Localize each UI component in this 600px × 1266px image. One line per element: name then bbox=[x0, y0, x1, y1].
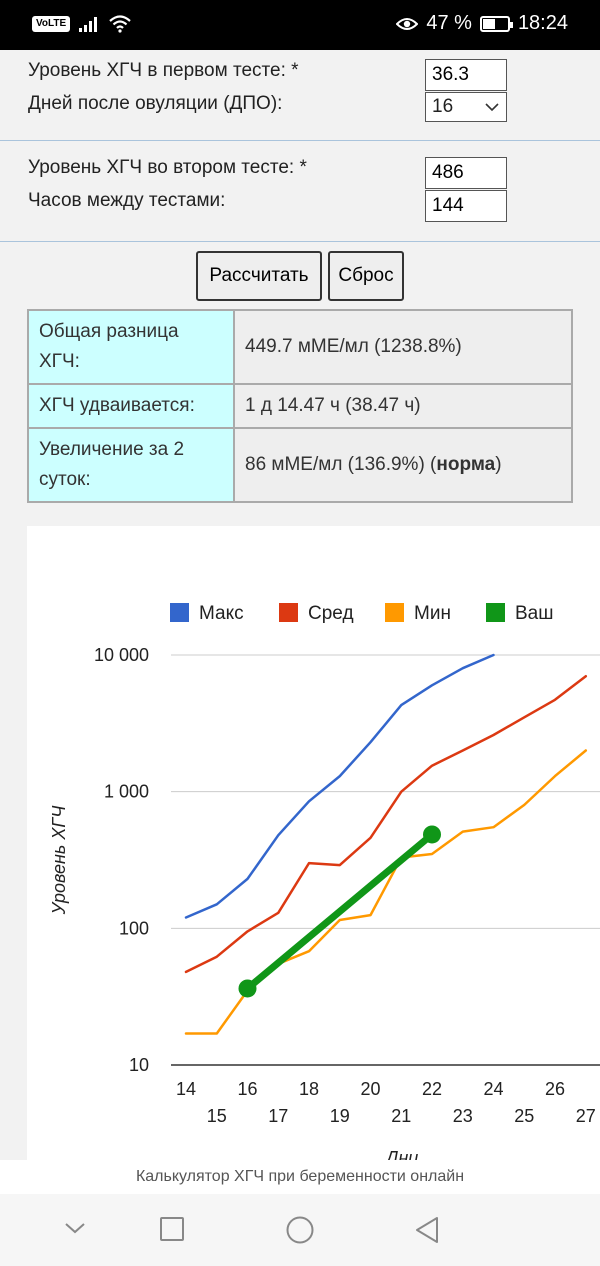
x-tick-label: 14 bbox=[176, 1079, 196, 1099]
series-point-Ваш bbox=[423, 825, 441, 844]
dpo-select-value: 16 bbox=[432, 96, 454, 117]
first-test-input[interactable] bbox=[425, 59, 507, 91]
battery-level bbox=[482, 18, 496, 29]
square-icon[interactable] bbox=[159, 1216, 185, 1242]
wifi-icon bbox=[109, 15, 131, 33]
status-left: VoLTE bbox=[32, 14, 132, 34]
dpo-label: Дней после овуляции (ДПО): bbox=[28, 93, 283, 114]
dpo-select[interactable]: 16 bbox=[425, 92, 507, 122]
result-value-tail: ) bbox=[495, 454, 502, 475]
table-row: ХГЧ удваивается: 1 д 14.47 ч (38.47 ч) bbox=[27, 383, 573, 429]
eye-icon bbox=[396, 17, 419, 30]
result-value: 86 мМЕ/мл (136.9%) (норма) bbox=[233, 427, 573, 503]
x-tick-label: 16 bbox=[237, 1079, 257, 1099]
legend-swatch bbox=[385, 603, 404, 622]
y-tick-label: 100 bbox=[119, 918, 149, 938]
legend-label: Сред bbox=[308, 603, 354, 624]
volte-icon: VoLTE bbox=[32, 16, 71, 32]
x-tick-label: 22 bbox=[422, 1079, 442, 1099]
signal-icon bbox=[79, 17, 98, 32]
legend-swatch bbox=[486, 603, 505, 622]
first-test-block: Уровень ХГЧ в первом тесте: * Дней после… bbox=[0, 50, 600, 141]
battery-icon bbox=[479, 15, 513, 32]
reset-button[interactable]: Сброс bbox=[328, 251, 404, 301]
x-tick-label: 19 bbox=[330, 1106, 350, 1126]
x-tick-label: 26 bbox=[545, 1079, 565, 1099]
calculate-button[interactable]: Рассчитать bbox=[196, 251, 322, 301]
x-tick-label: 15 bbox=[207, 1106, 227, 1126]
x-tick-label: 24 bbox=[483, 1079, 503, 1099]
second-test-input[interactable] bbox=[425, 157, 507, 189]
chevron-down-icon[interactable] bbox=[63, 1220, 87, 1236]
table-row: Увеличение за 2 суток: 86 мМЕ/мл (136.9%… bbox=[27, 427, 573, 503]
y-tick-label: 10 000 bbox=[94, 645, 149, 665]
hcg-chart: 10 100 1 000 10 000 14 15 16 17 18 19 20 21 22 23 24 25… bbox=[27, 526, 600, 1168]
x-tick-label: 20 bbox=[360, 1079, 380, 1099]
result-value: 1 д 14.47 ч (38.47 ч) bbox=[233, 383, 573, 429]
android-nav-bar bbox=[0, 1194, 600, 1266]
x-tick-label: 23 bbox=[453, 1106, 473, 1126]
series-line-Макс bbox=[184, 653, 495, 919]
legend-swatch bbox=[170, 603, 189, 622]
result-key: ХГЧ удваивается: bbox=[27, 383, 235, 429]
first-test-label: Уровень ХГЧ в первом тесте: * bbox=[28, 60, 299, 81]
legend-swatch bbox=[279, 603, 298, 622]
status-bar: VoLTE 47 % 18:24 bbox=[0, 0, 600, 50]
hours-label: Часов между тестами: bbox=[28, 190, 226, 211]
y-tick-label: 10 bbox=[129, 1055, 149, 1075]
x-tick-label: 27 bbox=[576, 1106, 596, 1126]
status-right: 47 % 18:24 bbox=[396, 12, 568, 35]
second-test-label: Уровень ХГЧ во втором тесте: * bbox=[28, 157, 307, 178]
result-key: Увеличение за 2 суток: bbox=[27, 427, 235, 503]
legend-label: Мин bbox=[414, 603, 451, 624]
battery-percent: 47 % bbox=[426, 12, 472, 34]
x-tick-label: 21 bbox=[391, 1106, 411, 1126]
x-tick-label: 17 bbox=[268, 1106, 288, 1126]
page-content: Уровень ХГЧ в первом тесте: * Дней после… bbox=[0, 50, 600, 1168]
chevron-down-icon bbox=[485, 103, 499, 112]
x-tick-label: 18 bbox=[299, 1079, 319, 1099]
x-axis-title: Дни bbox=[384, 1148, 419, 1160]
clock: 18:24 bbox=[517, 12, 568, 34]
y-tick-label: 1 000 bbox=[104, 782, 149, 802]
result-status: норма bbox=[436, 454, 496, 475]
result-value: 449.7 мМЕ/мл (1238.8%) bbox=[233, 309, 573, 385]
series-point-Ваш bbox=[238, 979, 257, 998]
y-axis-title: Уровень ХГЧ bbox=[49, 805, 69, 916]
series-line-Ваш bbox=[244, 831, 436, 992]
home-circle-icon[interactable] bbox=[285, 1215, 315, 1245]
footer-caption: Калькулятор ХГЧ при беременности онлайн bbox=[0, 1160, 600, 1194]
second-test-block: Уровень ХГЧ во втором тесте: * Часов меж… bbox=[0, 141, 600, 242]
legend-label: Ваш bbox=[515, 603, 553, 624]
legend-label: Макс bbox=[199, 603, 244, 624]
x-tick-label: 25 bbox=[514, 1106, 534, 1126]
table-row: Общая разница ХГЧ: 449.7 мМЕ/мл (1238.8%… bbox=[27, 309, 573, 385]
series-line-Сред bbox=[184, 674, 588, 974]
hcg-chart-svg: 10 100 1 000 10 000 14 15 16 17 18 19 20 21 22 23 24 25… bbox=[49, 603, 600, 1168]
back-triangle-icon[interactable] bbox=[413, 1215, 441, 1245]
result-value-text: 86 мМЕ/мл (136.9%) ( bbox=[245, 454, 437, 475]
result-key: Общая разница ХГЧ: bbox=[27, 309, 235, 385]
results-table: Общая разница ХГЧ: 449.7 мМЕ/мл (1238.8%… bbox=[27, 309, 573, 503]
hours-input[interactable] bbox=[425, 190, 507, 222]
